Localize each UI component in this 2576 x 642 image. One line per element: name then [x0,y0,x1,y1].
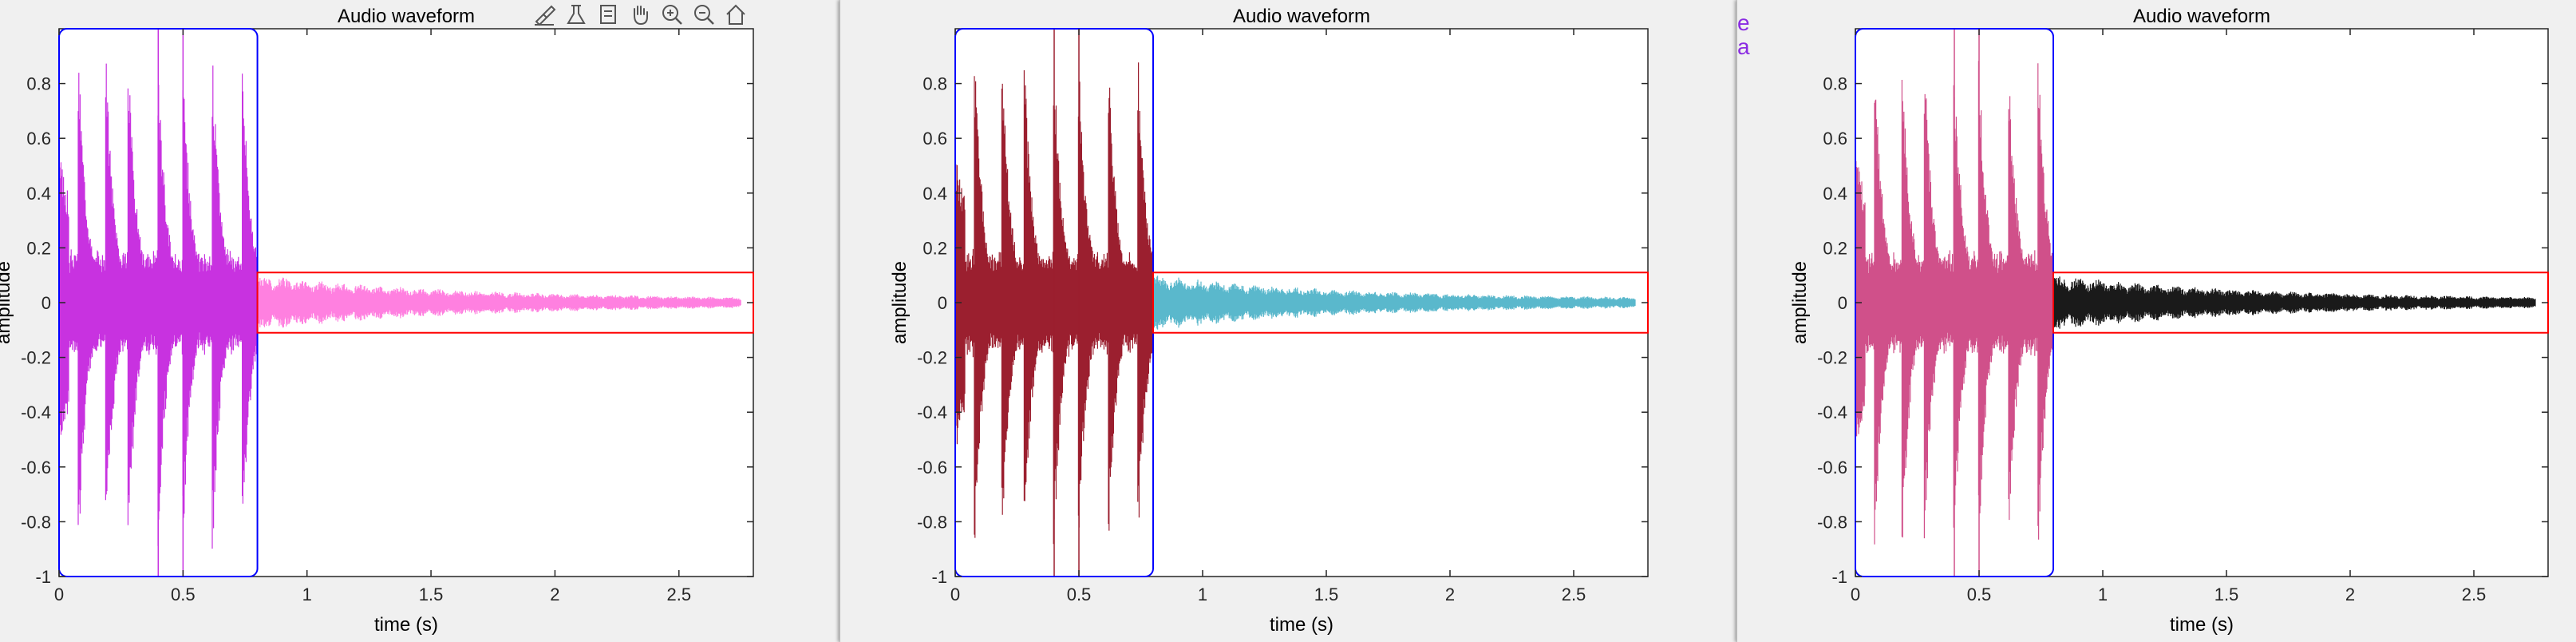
y-axis-label: amplitude [0,261,14,344]
y-tick-label: 0 [938,293,947,313]
x-tick-label: 2.5 [666,585,691,604]
y-tick-label: -0.2 [917,348,947,368]
axes-toolbar [530,0,750,29]
x-tick-label: 1.5 [2214,585,2239,604]
x-tick-label: 2 [1445,585,1455,604]
x-tick-label: 1.5 [1314,585,1339,604]
chart-title: Audio waveform [1233,6,1370,27]
edge-text-line-1: e [1737,10,1750,35]
y-tick-label: 0.2 [923,238,947,258]
y-axis-label: amplitude [1789,261,1811,344]
edge-text-line-2: a [1737,34,1750,59]
x-tick-label: 1.5 [419,585,444,604]
x-tick-label: 0 [950,585,960,604]
figure-window-1: 0 0.5 1 1.5 2 2.5 -1 -0.8 -0.6 -0.4 -0.2 0 0.2 0.4 0.6… [0,0,840,642]
y-tick-label: 0.6 [26,129,51,149]
zoom-in-icon[interactable] [658,0,686,29]
partial-edge-text: e a [1737,11,1750,59]
y-tick-label: -1 [35,567,51,587]
y-tick-label: 0 [1838,293,1847,313]
figure-window-2: 0 0.5 1 1.5 2 2.5 -1 -0.8 -0.6 -0.4 -0.2 0 0.2 0.4 0.6… [840,0,1737,642]
chart-title: Audio waveform [338,6,475,27]
x-tick-label: 1 [302,585,312,604]
x-tick-label: 0 [1851,585,1860,604]
y-tick-label: -0.8 [917,512,947,532]
x-tick-label: 2.5 [2462,585,2487,604]
x-tick-label: 0.5 [1067,585,1092,604]
waveform-chart-2: 0 0.5 1 1.5 2 2.5 -1 -0.8 -0.6 -0.4 -0.2 0 0.2 0.4 0.6… [889,6,1649,636]
x-axis-label: time (s) [2170,614,2234,636]
x-tick-label: 1 [1198,585,1207,604]
y-tick-label: -0.8 [21,512,51,532]
y-tick-label: 0.6 [923,129,947,149]
y-tick-label: 0.8 [1823,74,1847,94]
y-tick-label: 0.2 [1823,238,1847,258]
y-tick-label: -0.6 [1817,458,1847,478]
x-tick-label: 0.5 [171,585,196,604]
pan-hand-icon[interactable] [626,0,654,29]
y-tick-label: -1 [931,567,947,587]
y-tick-label: -0.8 [1817,512,1847,532]
y-tick-label: 0.4 [1823,184,1847,204]
x-tick-label: 1 [2098,585,2108,604]
figure-window-3: 0 0.5 1 1.5 2 2.5 -1 -0.8 -0.6 -0.4 -0.2 0 0.2 0.4 0.6… [1736,0,2576,642]
y-tick-label: 0.4 [923,184,947,204]
y-tick-label: -0.4 [21,402,51,422]
data-tips-icon[interactable] [562,0,591,29]
x-tick-label: 2.5 [1562,585,1586,604]
x-tick-label: 2 [2345,585,2355,604]
y-tick-label: 0.8 [923,74,947,94]
y-tick-label: -0.2 [21,348,51,368]
y-tick-label: -0.6 [21,458,51,478]
y-tick-label: 0.6 [1823,129,1847,149]
x-tick-label: 0 [54,585,64,604]
y-tick-label: -0.6 [917,458,947,478]
x-axis-label: time (s) [374,614,438,636]
y-tick-label: 0.8 [26,74,51,94]
x-tick-label: 2 [550,585,559,604]
restore-view-icon[interactable] [594,0,622,29]
home-icon[interactable] [721,0,750,29]
y-tick-label: 0.2 [26,238,51,258]
y-tick-label: -0.2 [1817,348,1847,368]
x-axis-label: time (s) [1270,614,1333,636]
x-tick-label: 0.5 [1967,585,1992,604]
y-tick-label: -0.4 [1817,402,1847,422]
brush-icon[interactable] [530,0,559,29]
y-tick-label: -1 [1831,567,1847,587]
chart-title: Audio waveform [2133,6,2270,27]
y-axis-label: amplitude [889,261,911,344]
y-tick-label: -0.4 [917,402,947,422]
zoom-out-icon[interactable] [689,0,718,29]
y-tick-label: 0 [41,293,51,313]
waveform-chart-1: 0 0.5 1 1.5 2 2.5 -1 -0.8 -0.6 -0.4 -0.2 0 0.2 0.4 0.6… [0,6,755,636]
waveform-chart-3: 0 0.5 1 1.5 2 2.5 -1 -0.8 -0.6 -0.4 -0.2 0 0.2 0.4 0.6… [1789,6,2549,636]
y-tick-label: 0.4 [26,184,51,204]
